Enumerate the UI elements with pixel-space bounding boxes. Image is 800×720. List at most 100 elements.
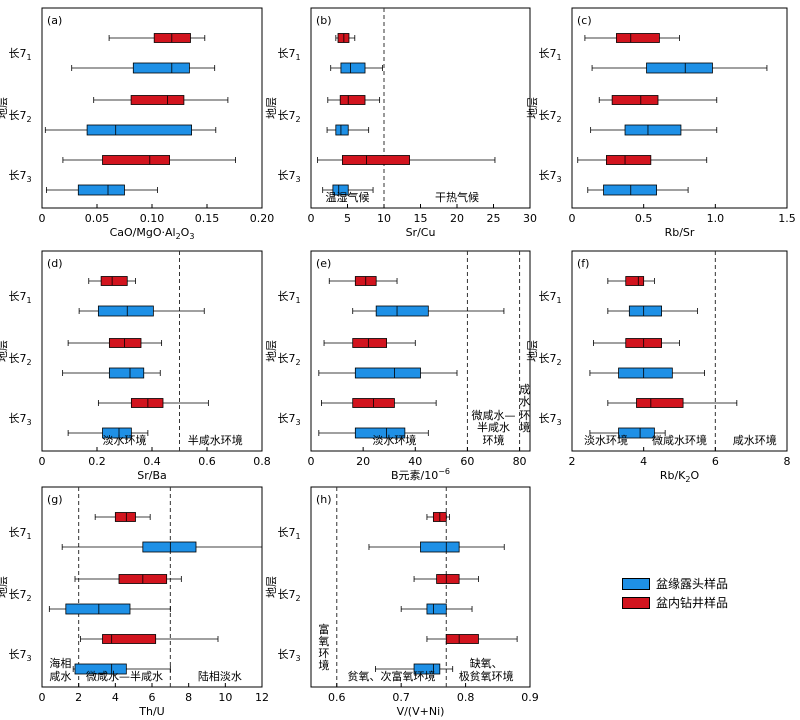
stratum-label-sub: 2 bbox=[26, 358, 31, 367]
box-outcrop-stratum-3 bbox=[67, 427, 149, 439]
y-axis-title: 地层 bbox=[265, 340, 278, 362]
box-outcrop-stratum-3 bbox=[322, 184, 374, 196]
box-drill-stratum-3 bbox=[426, 634, 518, 644]
x-axis-title-main: Sr/Cu bbox=[406, 226, 436, 239]
x-tick-label: 0.8 bbox=[253, 455, 271, 468]
x-axis-title-main: B元素/10 bbox=[391, 469, 438, 482]
box-iqr bbox=[618, 367, 673, 379]
box-drill-stratum-1 bbox=[426, 512, 450, 522]
stratum-label-main: 长7 bbox=[277, 169, 295, 182]
x-tick-label: 0.8 bbox=[457, 691, 475, 704]
stratum-label: 长71 bbox=[277, 526, 300, 541]
box-outcrop-stratum-2 bbox=[326, 124, 370, 136]
box-iqr bbox=[153, 33, 191, 43]
stratum-label-sub: 3 bbox=[295, 654, 300, 663]
panel-a: 0 0.05 0.10 0.15 0.20CaO/MgO·Al2O3(a)长71长72长… bbox=[0, 7, 274, 241]
stratum-label-sub: 1 bbox=[295, 53, 300, 62]
box-outcrop-stratum-1 bbox=[61, 541, 263, 553]
zone-annotation: 贫氧、次富氧环境 bbox=[348, 669, 436, 683]
box-iqr bbox=[636, 398, 684, 408]
box-outcrop-stratum-1 bbox=[607, 305, 698, 317]
box-iqr bbox=[102, 155, 170, 165]
stratum-label-sub: 3 bbox=[295, 175, 300, 184]
box-iqr bbox=[618, 427, 655, 439]
stratum-label-main: 长7 bbox=[8, 588, 26, 601]
panel-h: 0.6 0.7 0.8 0.9V/(V+Ni)(h)长71长72长73地层富氧环境贫氧… bbox=[265, 486, 539, 718]
stratum-label-sub: 2 bbox=[295, 594, 300, 603]
stratum-label: 长72 bbox=[8, 588, 31, 603]
stratum-label-sub: 1 bbox=[26, 532, 31, 541]
box-drill-stratum-1 bbox=[607, 276, 655, 286]
box-outcrop-stratum-3 bbox=[46, 184, 158, 196]
x-axis-title-mid: O bbox=[181, 226, 190, 239]
x-tick-label: 60 bbox=[460, 455, 474, 468]
stratum-label-sub: 3 bbox=[26, 175, 31, 184]
stratum-label: 长73 bbox=[8, 169, 31, 184]
x-tick-label: 0.4 bbox=[143, 455, 161, 468]
x-axis-title-sup: −6 bbox=[438, 467, 450, 476]
x-axis-title: Rb/K2O bbox=[660, 469, 700, 484]
box-iqr bbox=[339, 95, 366, 105]
x-tick-label: 0.7 bbox=[392, 691, 410, 704]
stratum-label-main: 长7 bbox=[277, 526, 295, 539]
x-axis-title-main: V/(V+Ni) bbox=[397, 705, 445, 718]
box-iqr bbox=[375, 305, 429, 317]
stratum-label: 长73 bbox=[538, 412, 561, 427]
x-axis-title-mid: O bbox=[690, 469, 699, 482]
x-tick-label: 0.9 bbox=[521, 691, 539, 704]
stratum-label-main: 长7 bbox=[538, 169, 556, 182]
box-iqr bbox=[611, 95, 659, 105]
box-drill-stratum-3 bbox=[607, 398, 738, 408]
box-drill-stratum-1 bbox=[88, 276, 136, 286]
box-iqr bbox=[624, 124, 682, 136]
box-iqr bbox=[341, 155, 410, 165]
stratum-label-main: 长7 bbox=[8, 526, 26, 539]
box-iqr bbox=[628, 305, 662, 317]
zone-annotation: 境 bbox=[519, 420, 530, 434]
stratum-label-main: 长7 bbox=[277, 352, 295, 365]
box-iqr bbox=[426, 603, 447, 615]
stratum-label-sub: 1 bbox=[556, 296, 561, 305]
stratum-label: 长72 bbox=[277, 352, 300, 367]
x-tick-label: 40 bbox=[408, 455, 422, 468]
zone-annotation: 富 bbox=[318, 622, 329, 636]
y-axis-title: 地层 bbox=[0, 97, 9, 119]
stratum-label-sub: 3 bbox=[295, 418, 300, 427]
box-outcrop-stratum-2 bbox=[62, 367, 161, 379]
box-drill-stratum-3 bbox=[577, 155, 708, 165]
x-tick-label: 8 bbox=[185, 691, 192, 704]
stratum-label-sub: 1 bbox=[556, 53, 561, 62]
box-iqr bbox=[646, 62, 713, 74]
legend-label-drill: 盆内钻井样品 bbox=[656, 596, 729, 610]
stratum-label-main: 长7 bbox=[8, 648, 26, 661]
stratum-label: 长72 bbox=[538, 352, 561, 367]
box-outcrop-stratum-3 bbox=[587, 184, 689, 196]
x-tick-label: 0 bbox=[569, 212, 576, 225]
box-drill-stratum-2 bbox=[93, 95, 229, 105]
stratum-label: 长71 bbox=[538, 47, 561, 62]
stratum-label: 长73 bbox=[277, 169, 300, 184]
box-iqr bbox=[97, 305, 154, 317]
y-axis-title: 地层 bbox=[0, 340, 9, 362]
box-drill-stratum-2 bbox=[74, 574, 182, 584]
box-iqr bbox=[108, 338, 142, 348]
zone-annotation: 环境 bbox=[483, 433, 505, 447]
box-iqr bbox=[413, 663, 441, 675]
box-iqr bbox=[340, 62, 366, 74]
legend-swatch-outcrop bbox=[622, 577, 650, 590]
zone-annotation: 淡水环境 bbox=[584, 433, 628, 447]
stratum-label: 长73 bbox=[277, 648, 300, 663]
box-iqr bbox=[606, 155, 652, 165]
stratum-label: 长73 bbox=[8, 412, 31, 427]
stratum-label-main: 长7 bbox=[277, 290, 295, 303]
stratum-label-main: 长7 bbox=[8, 169, 26, 182]
stratum-label-main: 长7 bbox=[277, 109, 295, 122]
zone-annotation: 水 bbox=[519, 395, 530, 408]
plot-frame bbox=[571, 250, 788, 452]
box-outcrop-stratum-1 bbox=[368, 541, 505, 553]
zone-annotation: 淡水环境 bbox=[372, 433, 416, 447]
x-axis-title-main: CaO/MgO·Al bbox=[110, 226, 176, 239]
stratum-label-main: 长7 bbox=[538, 109, 556, 122]
